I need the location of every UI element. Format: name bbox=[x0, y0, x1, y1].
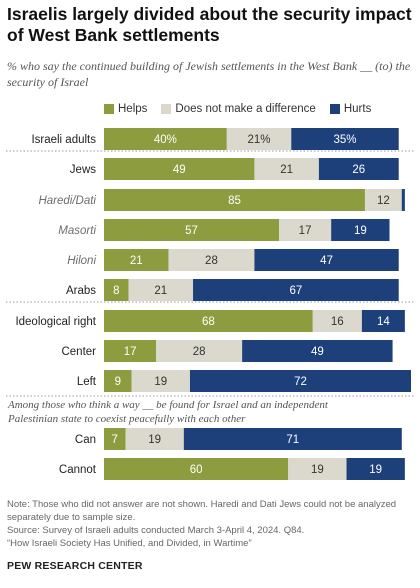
data-label-7-2: 49 bbox=[311, 346, 324, 358]
row-label-1: Jews bbox=[70, 164, 96, 176]
legend-item-1: Does not make a difference bbox=[161, 103, 316, 115]
row-label-10: Cannot bbox=[59, 464, 97, 476]
bar-1-1 bbox=[254, 158, 319, 180]
legend-label-0: Helps bbox=[118, 103, 148, 115]
data-label-1-2: 26 bbox=[352, 164, 365, 176]
data-label-3-2: 19 bbox=[354, 225, 367, 237]
legend-item-2: Hurts bbox=[329, 103, 372, 115]
bar-2-2 bbox=[401, 189, 405, 211]
bar-8-1 bbox=[131, 370, 190, 392]
row-label-4: Hiloni bbox=[67, 255, 96, 267]
legend-swatch-0 bbox=[104, 104, 114, 114]
bar-5-1 bbox=[128, 279, 194, 301]
row-label-3: Masorti bbox=[58, 225, 96, 237]
chart-title: Israelis largely divided about the secur… bbox=[7, 4, 412, 45]
data-label-5-2: 67 bbox=[289, 285, 302, 297]
bar-7-2 bbox=[242, 340, 393, 362]
data-label-9-0: 7 bbox=[112, 434, 118, 446]
data-label-0-0: 40% bbox=[154, 134, 177, 146]
report-title: “How Israeli Society Has Unified, and Di… bbox=[7, 538, 252, 549]
data-label-3-0: 57 bbox=[185, 225, 198, 237]
chart-subtitle: % who say the continued building of Jewi… bbox=[7, 59, 411, 89]
bar-3-1 bbox=[278, 219, 332, 241]
data-label-8-1: 19 bbox=[154, 376, 167, 388]
data-label-0-1: 21% bbox=[248, 134, 271, 146]
data-label-2-1: 12 bbox=[377, 195, 390, 207]
row-label-7: Center bbox=[61, 346, 96, 358]
legend-label-1: Does not make a difference bbox=[175, 103, 316, 115]
data-label-6-1: 16 bbox=[331, 316, 344, 328]
row-label-6: Ideological right bbox=[15, 316, 96, 328]
data-label-9-1: 19 bbox=[148, 434, 161, 446]
bar-6-1 bbox=[312, 310, 362, 332]
note-text: Note: Those who did not answer are not s… bbox=[7, 499, 397, 523]
legend-item-0: Helps bbox=[104, 103, 147, 115]
stacked-bar-chart: Among those who think a way __ be found … bbox=[6, 128, 414, 480]
pew-brand-logo: PEW RESEARCH CENTER bbox=[7, 560, 143, 572]
bar-0-2 bbox=[291, 128, 399, 150]
data-label-7-1: 28 bbox=[193, 346, 206, 358]
legend-label-2: Hurts bbox=[343, 103, 372, 115]
data-label-10-0: 60 bbox=[190, 464, 203, 476]
bar-9-2 bbox=[183, 428, 402, 450]
data-label-6-2: 14 bbox=[377, 316, 390, 328]
bar-0-1 bbox=[226, 128, 292, 150]
data-label-1-0: 49 bbox=[173, 164, 186, 176]
row-label-8: Left bbox=[77, 376, 97, 388]
bar-9-1 bbox=[125, 428, 184, 450]
bar-4-2 bbox=[254, 249, 399, 271]
data-label-6-0: 68 bbox=[202, 316, 215, 328]
legend-swatch-1 bbox=[161, 104, 172, 114]
data-label-3-1: 17 bbox=[299, 225, 312, 237]
data-label-9-2: 71 bbox=[286, 434, 299, 446]
data-label-10-2: 19 bbox=[369, 464, 382, 476]
source-text: Source: Survey of Israeli adults conduct… bbox=[7, 525, 305, 536]
bar-1-2 bbox=[318, 158, 399, 180]
bar-8-2 bbox=[189, 370, 411, 392]
group-subheading: Among those who think a way __ be found … bbox=[7, 399, 329, 425]
bar-7-0 bbox=[104, 340, 157, 362]
data-label-0-2: 35% bbox=[333, 134, 356, 146]
bar-0-0 bbox=[104, 128, 227, 150]
row-label-9: Can bbox=[75, 434, 96, 446]
data-label-2-0: 85 bbox=[228, 195, 241, 207]
bar-10-1 bbox=[288, 458, 347, 480]
data-label-7-0: 17 bbox=[124, 346, 137, 358]
chart-notes: Note: Those who did not answer are not s… bbox=[7, 498, 417, 550]
data-label-8-0: 9 bbox=[115, 376, 121, 388]
legend-swatch-2 bbox=[329, 104, 340, 114]
data-label-5-0: 8 bbox=[113, 285, 119, 297]
bar-3-0 bbox=[104, 219, 279, 241]
row-label-2: Haredi/Dati bbox=[38, 195, 96, 207]
bar-3-2 bbox=[331, 219, 390, 241]
row-label-5: Arabs bbox=[66, 285, 96, 297]
bar-5-0 bbox=[104, 279, 129, 301]
data-label-1-1: 21 bbox=[280, 164, 293, 176]
bar-9-0 bbox=[104, 428, 126, 450]
bar-10-0 bbox=[104, 458, 289, 480]
bar-4-0 bbox=[104, 249, 169, 271]
data-label-5-1: 21 bbox=[154, 285, 167, 297]
bar-1-0 bbox=[104, 158, 255, 180]
data-label-4-1: 28 bbox=[205, 255, 218, 267]
bar-6-2 bbox=[361, 310, 405, 332]
bar-2-0 bbox=[104, 189, 365, 211]
bar-5-2 bbox=[193, 279, 399, 301]
data-label-4-2: 47 bbox=[320, 255, 333, 267]
bar-10-2 bbox=[346, 458, 405, 480]
bar-2-1 bbox=[364, 189, 402, 211]
chart-legend: Helps Does not make a difference Hurts bbox=[104, 101, 385, 117]
row-label-0: Israeli adults bbox=[31, 134, 96, 146]
bar-6-0 bbox=[104, 310, 313, 332]
bar-8-0 bbox=[104, 370, 132, 392]
data-label-10-1: 19 bbox=[311, 464, 324, 476]
bar-4-1 bbox=[168, 249, 255, 271]
bar-7-1 bbox=[156, 340, 243, 362]
data-label-4-0: 21 bbox=[130, 255, 143, 267]
data-label-8-2: 72 bbox=[294, 376, 307, 388]
